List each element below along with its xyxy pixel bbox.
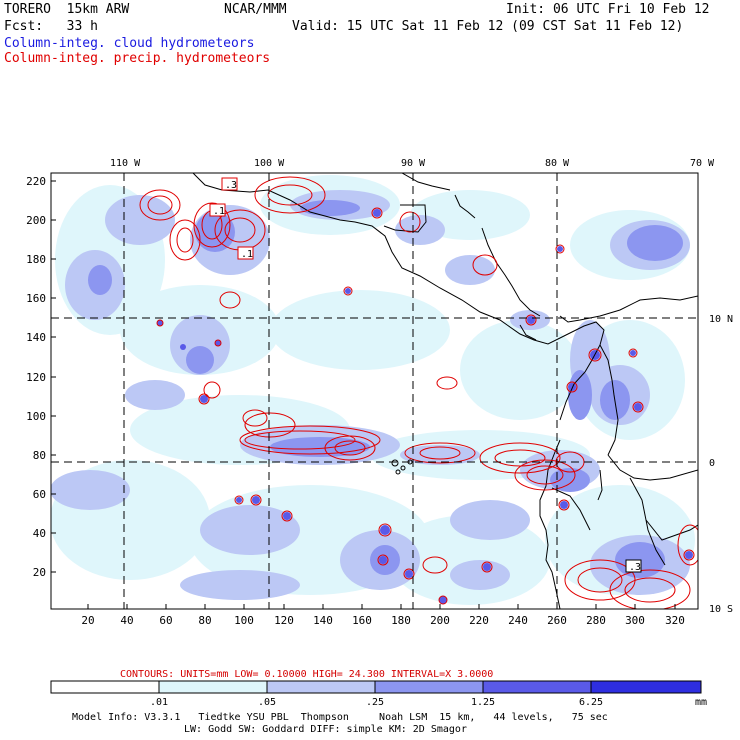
precip-contours xyxy=(139,176,698,609)
x-tick: 180 xyxy=(391,614,411,627)
lon-label-110w: 110 W xyxy=(110,158,141,169)
colorbar-bin-1 xyxy=(50,680,160,694)
y-tick: 60 xyxy=(33,488,46,501)
x-tick: 40 xyxy=(120,614,133,627)
lat-label-10s: 10 S xyxy=(709,604,733,615)
model-title: TORERO 15km ARW xyxy=(4,2,130,17)
y-tick-labels: 220 200 180 160 140 120 100 80 60 40 20 xyxy=(26,175,46,579)
x-tick: 320 xyxy=(665,614,685,627)
y-tick: 180 xyxy=(26,253,46,266)
colorbar-bin-3 xyxy=(266,680,376,694)
y-tick: 100 xyxy=(26,410,46,423)
coastlines xyxy=(192,173,698,609)
init-time: Init: 06 UTC Fri 10 Feb 12 xyxy=(506,2,710,17)
model-info-line2: LW: Godd SW: Goddard DIFF: simple KM: 2D… xyxy=(184,724,467,735)
lon-label-70w: 70 W xyxy=(690,158,715,169)
colorbar-label: 6.25 xyxy=(579,697,603,708)
y-tick: 140 xyxy=(26,331,46,344)
contour-label-4: .3 xyxy=(629,562,641,573)
colorbar-label: .05 xyxy=(258,697,276,708)
lat-label-10n: 10 N xyxy=(709,314,733,325)
colorbar-bin-2 xyxy=(158,680,268,694)
lat-labels: 10 N 0 10 S xyxy=(709,314,733,615)
axis-ticks xyxy=(51,180,676,609)
y-tick: 80 xyxy=(33,449,46,462)
x-tick: 240 xyxy=(508,614,528,627)
plot-frame xyxy=(50,172,699,610)
x-tick: 300 xyxy=(625,614,645,627)
contour-label-1: .3 xyxy=(225,180,237,191)
x-tick: 140 xyxy=(313,614,333,627)
y-tick: 220 xyxy=(26,175,46,188)
x-tick: 80 xyxy=(198,614,211,627)
model-info: Model Info: V3.3.1 Tiedtke YSU PBL Thomp… xyxy=(72,712,608,723)
x-tick: 160 xyxy=(352,614,372,627)
contour-label-2: .1 xyxy=(213,206,225,217)
y-tick: 160 xyxy=(26,292,46,305)
x-tick-labels: 20 40 60 80 100 120 140 160 180 200 220 … xyxy=(81,614,685,627)
x-tick: 120 xyxy=(274,614,294,627)
graticule xyxy=(51,173,698,609)
legend-cloud-label: Column-integ. cloud hydrometeors xyxy=(4,36,255,51)
x-tick: 20 xyxy=(81,614,94,627)
colorbar-bin-6 xyxy=(590,680,702,694)
x-tick: 60 xyxy=(159,614,172,627)
colorbar-bin-4 xyxy=(374,680,484,694)
colorbar-labels: .01 .05 .25 1.25 6.25 mm xyxy=(150,697,707,708)
legend-precip-label: Column-integ. precip. hydrometeors xyxy=(4,51,271,66)
x-tick: 280 xyxy=(586,614,606,627)
colorbar-label: .01 xyxy=(150,697,168,708)
y-tick: 120 xyxy=(26,371,46,384)
lon-label-80w: 80 W xyxy=(545,158,570,169)
colorbar-bin-5 xyxy=(482,680,592,694)
x-tick: 100 xyxy=(234,614,254,627)
lat-label-0: 0 xyxy=(709,458,715,469)
contour-labels: .3 .1 .1 .3 xyxy=(209,177,642,573)
contour-label-3: .1 xyxy=(241,249,253,260)
colorbar-label: 1.25 xyxy=(471,697,495,708)
contours-info: CONTOURS: UNITS=mm LOW= 0.10000 HIGH= 24… xyxy=(120,669,493,680)
y-tick: 40 xyxy=(33,527,46,540)
valid-time: Valid: 15 UTC Sat 11 Feb 12 (09 CST Sat … xyxy=(292,19,684,34)
x-tick: 200 xyxy=(430,614,450,627)
colorbar-unit: mm xyxy=(695,697,707,708)
lon-labels: 110 W 100 W 90 W 80 W 70 W xyxy=(110,158,715,169)
x-tick: 220 xyxy=(469,614,489,627)
colorbar-label: .25 xyxy=(366,697,384,708)
lon-label-100w: 100 W xyxy=(254,158,285,169)
lon-label-90w: 90 W xyxy=(401,158,426,169)
x-tick: 260 xyxy=(547,614,567,627)
colorbar xyxy=(50,680,702,694)
y-tick: 20 xyxy=(33,566,46,579)
y-tick: 200 xyxy=(26,214,46,227)
forecast-hour: Fcst: 33 h xyxy=(4,19,98,34)
center-title: NCAR/MMM xyxy=(224,2,287,17)
